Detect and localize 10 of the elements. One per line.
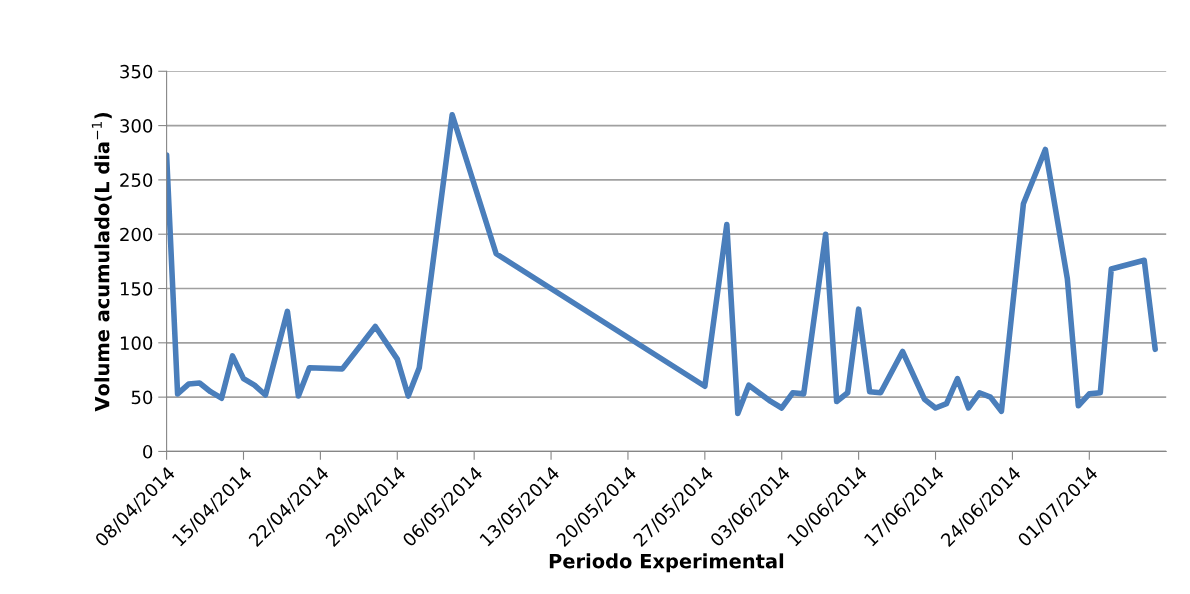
y-tick-label: 350 xyxy=(120,64,153,79)
y-tick-label: 0 xyxy=(143,444,153,459)
x-axis-title: Periodo Experimental xyxy=(549,553,784,573)
y-tick-label: 50 xyxy=(131,390,153,405)
y-axis-title: Volume acumulado(L dia$^{−1}$) xyxy=(91,112,112,412)
y-tick-label: 250 xyxy=(120,173,153,188)
y-tick-label: 100 xyxy=(120,336,153,350)
y-tick-label: 150 xyxy=(120,281,153,296)
y-tick-label: 200 xyxy=(120,227,153,242)
y-tick-label: 300 xyxy=(120,119,153,133)
